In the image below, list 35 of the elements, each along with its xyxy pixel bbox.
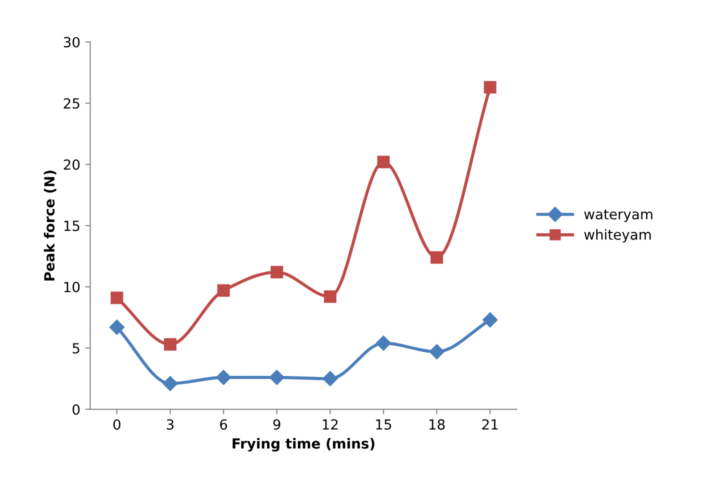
- point: [269, 370, 284, 386]
- point: [324, 290, 336, 303]
- y-tick-label: 25: [64, 98, 80, 109]
- point: [429, 344, 444, 360]
- x-tick-label: 0: [113, 419, 120, 430]
- y-tick-label: 15: [64, 220, 80, 232]
- point: [270, 266, 284, 278]
- point: [377, 156, 390, 168]
- point: [430, 251, 444, 264]
- point: [110, 292, 124, 304]
- x-tick-label: 18: [429, 419, 445, 430]
- point: [217, 284, 230, 297]
- x-axis-title: Frying time (mins): [232, 438, 374, 452]
- y-tick-label: 0: [72, 404, 80, 415]
- point: [484, 81, 496, 94]
- legend-label: whiteyam: [584, 229, 651, 243]
- x-tick-label: 9: [273, 419, 280, 430]
- y-tick-label: 30: [64, 36, 80, 48]
- point: [322, 371, 338, 386]
- y-axis-title: Peak force (N): [44, 170, 56, 280]
- x-tick-label: 15: [376, 419, 392, 430]
- x-tick-label: 6: [220, 419, 228, 430]
- legend-label: wateryam: [584, 210, 652, 222]
- x-tick-label: 12: [322, 419, 338, 430]
- point: [164, 338, 176, 351]
- point: [109, 320, 124, 335]
- point: [216, 370, 232, 386]
- y-tick-label: 10: [64, 282, 80, 292]
- y-tick-label: 5: [72, 343, 80, 354]
- point: [376, 336, 392, 351]
- point: [482, 312, 498, 328]
- y-tick-label: 20: [64, 159, 80, 170]
- x-tick-label: 21: [482, 419, 498, 430]
- point: [162, 376, 178, 392]
- x-tick-label: 3: [166, 419, 174, 430]
